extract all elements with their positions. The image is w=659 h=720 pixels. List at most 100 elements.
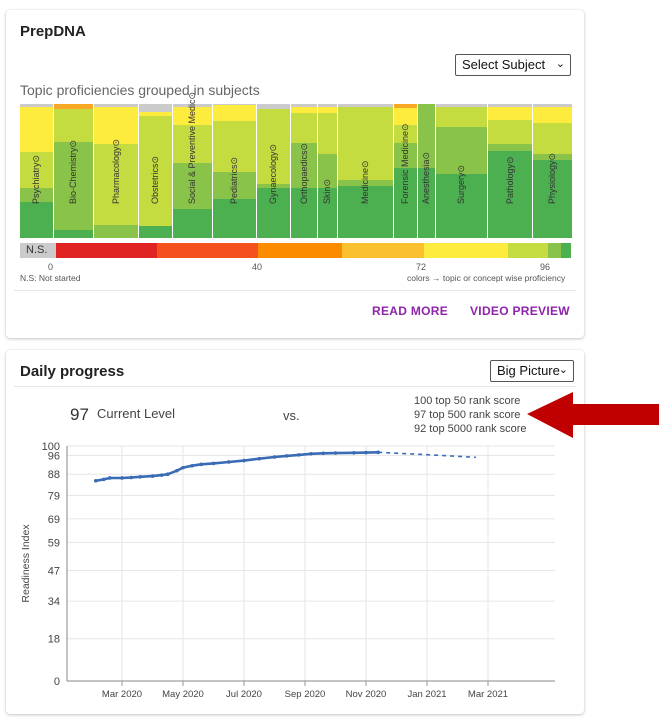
scale-orange xyxy=(258,243,342,258)
proficiency-segment xyxy=(94,144,138,225)
subject-column[interactable]: Social & Preventive Medic⊙ xyxy=(173,92,212,238)
current-level-value: 97 xyxy=(70,405,89,424)
y-tick-label: 47 xyxy=(48,566,60,578)
select-subject-dropdown[interactable]: Select Subject ⌄ xyxy=(455,54,571,76)
proficiency-segment xyxy=(338,106,393,181)
data-point xyxy=(199,462,204,467)
y-tick-label: 88 xyxy=(48,469,60,481)
proficiency-segment xyxy=(338,104,393,107)
subject-column[interactable]: Medicine⊙ xyxy=(338,104,393,238)
card-divider xyxy=(14,386,576,387)
subject-column[interactable]: Forensic Medicine⊙ xyxy=(394,104,417,238)
proficiency-segment xyxy=(533,122,572,154)
data-point xyxy=(190,463,194,468)
subject-column[interactable]: Pathology⊙ xyxy=(488,104,532,238)
proficiency-segment xyxy=(418,168,435,238)
scale-amber xyxy=(342,243,424,258)
y-tick-label: 69 xyxy=(48,514,60,526)
scale-ns-label: N.S. xyxy=(26,244,48,256)
scale-green xyxy=(561,243,571,258)
subject-column[interactable]: Surgery⊙ xyxy=(436,104,487,238)
proficiency-segment xyxy=(291,113,317,143)
y-tick-label: 59 xyxy=(48,537,60,549)
subject-column[interactable]: Skin⊙ xyxy=(318,104,337,238)
proficiency-segment xyxy=(257,184,290,189)
proficiency-segment xyxy=(173,104,212,107)
y-tick-label: 79 xyxy=(48,490,60,502)
scale-tick-72: 72 xyxy=(416,262,427,272)
proficiency-segment xyxy=(291,104,317,107)
data-point xyxy=(321,451,326,456)
subject-column[interactable]: Psychiatry⊙ xyxy=(20,104,53,238)
data-point xyxy=(211,461,216,466)
proficiency-segment xyxy=(318,104,337,107)
data-point xyxy=(284,454,289,458)
proficiency-segment xyxy=(533,153,572,161)
proficiency-segment xyxy=(94,106,138,145)
video-preview-link[interactable]: VIDEO PREVIEW xyxy=(470,304,570,318)
scale-orange-red xyxy=(157,243,258,258)
y-tick-label: 0 xyxy=(54,676,60,688)
proficiency-segment xyxy=(436,106,487,127)
subject-column[interactable]: Pharmacology⊙ xyxy=(94,104,138,238)
proficiency-segment xyxy=(20,106,53,153)
proficiency-segment xyxy=(173,106,212,126)
proficiency-segment xyxy=(213,172,256,200)
subject-column[interactable]: Gynaecology⊙ xyxy=(257,104,290,238)
subject-column[interactable]: Bio-Chemistry⊙ xyxy=(54,104,93,238)
data-point xyxy=(272,455,277,459)
select-subject-label: Select Subject xyxy=(462,57,546,72)
x-tick-label: Mar 2020 xyxy=(102,689,142,700)
vs-label: vs. xyxy=(283,408,300,423)
proficiency-segment xyxy=(54,229,93,238)
y-tick-label: 34 xyxy=(48,596,60,608)
rank-line: 100 top 50 rank score xyxy=(414,395,521,407)
proficiency-segment xyxy=(54,109,93,142)
proficiency-segment xyxy=(394,108,417,126)
data-point xyxy=(159,473,164,477)
prepdna-card: PrepDNA Select Subject ⌄ Topic proficien… xyxy=(6,10,584,338)
scale-lime xyxy=(508,243,548,258)
big-picture-dropdown[interactable]: Big Picture ⌄ xyxy=(490,360,574,382)
proficiency-segment xyxy=(257,104,290,110)
chevron-down-icon: ⌄ xyxy=(558,364,568,376)
proficiency-segment xyxy=(488,150,532,238)
data-point xyxy=(93,478,98,483)
proficiency-segment xyxy=(20,104,53,107)
scale-yellow xyxy=(424,243,508,258)
data-point xyxy=(108,476,112,480)
proficiency-segment xyxy=(20,152,53,189)
proficiency-segment xyxy=(488,106,532,121)
subject-column[interactable]: Anesthesia⊙ xyxy=(418,104,435,238)
proficiency-segment xyxy=(394,168,417,238)
proficiency-segment xyxy=(394,125,417,143)
proficiency-segment xyxy=(213,121,256,173)
subject-column[interactable]: Physiology⊙ xyxy=(533,104,572,238)
proficiency-segment xyxy=(436,104,487,107)
proficiency-segment xyxy=(488,144,532,151)
read-more-link[interactable]: READ MORE xyxy=(372,304,449,318)
legend-note: colors → topic or concept wise proficien… xyxy=(407,273,566,283)
current-level-label: Current Level xyxy=(97,406,176,421)
proficiency-segment xyxy=(436,173,487,238)
scale-tick-96: 96 xyxy=(540,262,551,272)
proficiency-segment xyxy=(338,185,393,238)
proficiency-segment xyxy=(139,116,172,226)
proficiency-segment xyxy=(318,188,337,238)
data-point xyxy=(297,453,301,457)
proficiency-segment xyxy=(488,120,532,145)
scale-tick-0: 0 xyxy=(48,262,54,272)
proficiency-segment xyxy=(139,104,172,113)
proficiency-segment xyxy=(338,180,393,186)
proficiency-segment xyxy=(533,160,572,238)
subject-column[interactable]: Obstetrics⊙ xyxy=(139,104,172,238)
subject-column[interactable]: Orthopaedics⊙ xyxy=(291,104,317,238)
scale-tick-40: 40 xyxy=(252,262,263,272)
proficiency-segment xyxy=(488,104,532,107)
subject-column[interactable]: Pediatrics⊙ xyxy=(213,104,256,238)
proficiency-segment xyxy=(418,104,435,169)
data-point xyxy=(101,477,106,482)
data-point xyxy=(309,451,313,456)
proficiency-segment xyxy=(139,225,172,238)
